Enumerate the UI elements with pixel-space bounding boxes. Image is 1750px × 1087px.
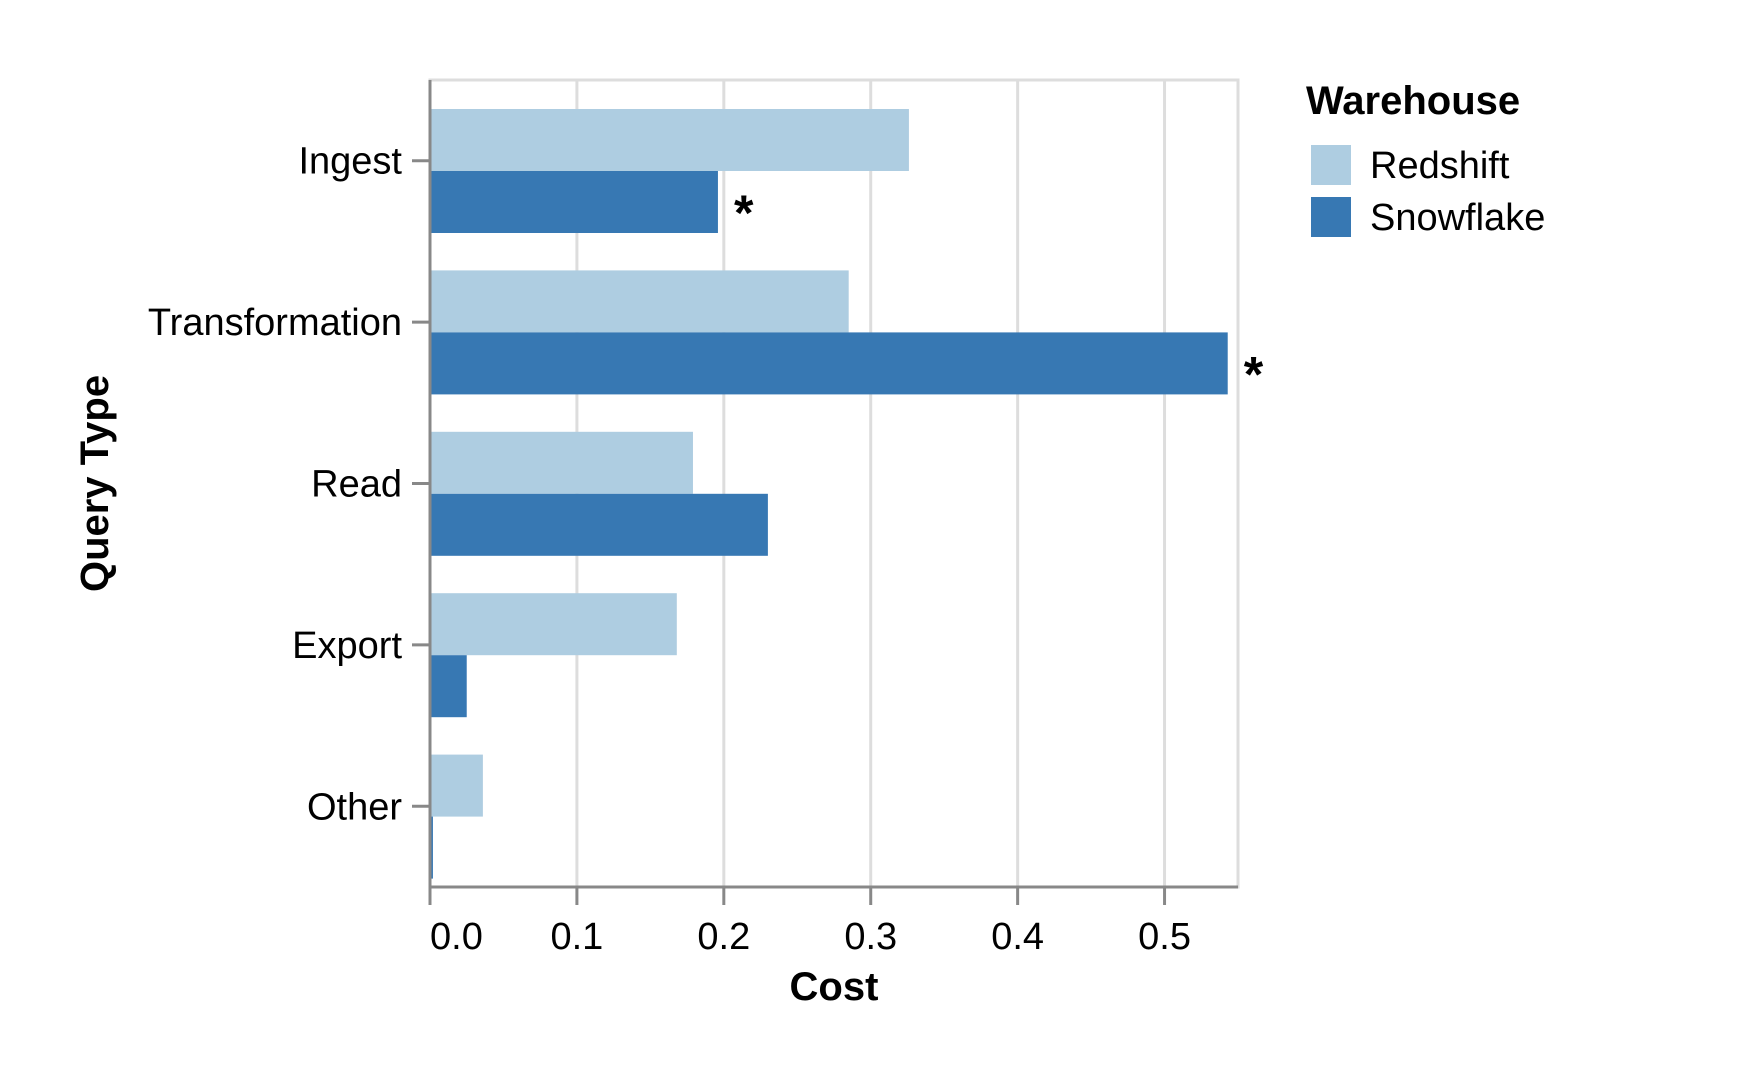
bar-snowflake-ingest	[430, 171, 718, 233]
x-tick-label: 0.4	[991, 916, 1044, 958]
annotation-layer: **	[734, 185, 1264, 402]
bar-redshift-transformation	[430, 270, 849, 333]
x-tick-label: 0.1	[550, 916, 603, 958]
x-tick-label: 0.5	[1138, 916, 1191, 958]
bar-redshift-other	[430, 754, 483, 817]
bar-snowflake-export	[430, 655, 467, 718]
y-tick-label: Export	[292, 625, 402, 667]
x-axis-title: Cost	[790, 965, 879, 1009]
axis-layer: Ingest Transformation Read Export Other 0.0 0.…	[148, 80, 1238, 958]
legend-label-snowflake: Snowflake	[1370, 197, 1545, 239]
x-tick-label: 0.3	[844, 916, 897, 958]
legend-swatch-snowflake	[1311, 197, 1351, 237]
y-tick-label: Other	[307, 786, 402, 828]
y-axis-title: Query Type	[73, 375, 117, 592]
bars-layer	[430, 109, 1228, 879]
bar-annotation: *	[1244, 346, 1264, 402]
legend: Warehouse Redshift Snowflake	[1306, 79, 1545, 239]
bar-annotation: *	[734, 185, 754, 241]
bar-redshift-read	[430, 431, 693, 494]
x-tick-label: 0.2	[697, 916, 750, 958]
y-tick-label: Read	[311, 464, 402, 506]
bar-snowflake-read	[430, 493, 768, 556]
x-tick-label: 0.0	[430, 916, 483, 958]
bar-redshift-export	[430, 593, 677, 656]
y-tick-label: Ingest	[298, 141, 402, 183]
bar-snowflake-transformation	[430, 332, 1228, 395]
legend-label-redshift: Redshift	[1370, 145, 1510, 187]
legend-title: Warehouse	[1306, 79, 1520, 123]
legend-swatch-redshift	[1311, 145, 1351, 185]
y-tick-label: Transformation	[148, 302, 402, 344]
bar-redshift-ingest	[430, 109, 909, 171]
